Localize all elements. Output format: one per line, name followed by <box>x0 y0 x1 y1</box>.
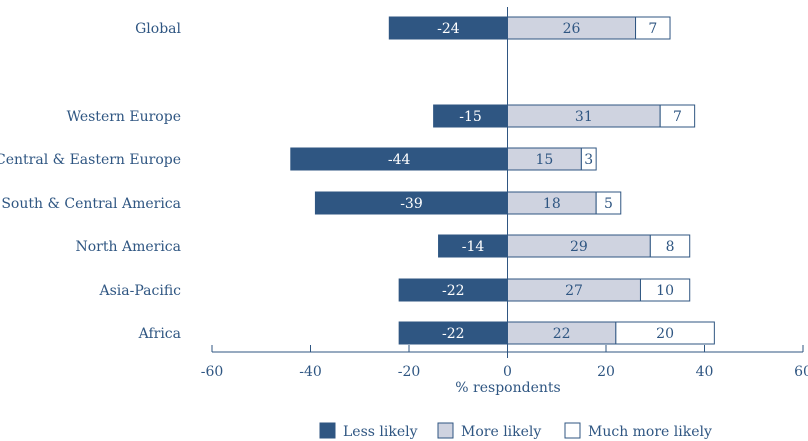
bars-layer: -24 26 7 -15 31 7 -44 15 3 -39 18 5 -14 29 8 -22 27 10 -22… <box>290 16 715 345</box>
data-label-more-likely-south-and-central-america: 18 <box>543 196 561 212</box>
x-tick-label--20: -20 <box>398 364 421 380</box>
data-label-much-more-likely-western-europe: 7 <box>673 109 682 125</box>
data-label-much-more-likely-asia-pacific: 10 <box>656 283 674 299</box>
x-tick-label--60: -60 <box>201 364 224 380</box>
legend-label-much-more-likely: Much more likely <box>588 424 712 440</box>
data-label-more-likely-western-europe: 31 <box>575 109 593 125</box>
data-label-less-likely-africa: -22 <box>442 326 465 342</box>
category-label-africa: Africa <box>138 326 181 342</box>
category-label-south-and-central-america: South & Central America <box>1 196 181 212</box>
data-label-much-more-likely-central-and-eastern-europe: 3 <box>584 152 593 168</box>
legend-swatch-less-likely <box>319 422 336 439</box>
data-label-more-likely-africa: 22 <box>553 326 571 342</box>
legend: Less likely More likely Much more likely <box>319 422 712 440</box>
bar-much-more-likely-asia-pacific <box>639 278 691 302</box>
x-axis-title: % respondents <box>455 380 560 396</box>
bar-much-more-likely-central-and-eastern-europe <box>580 147 597 171</box>
data-label-less-likely-global: -24 <box>437 21 460 37</box>
bar-much-more-likely-south-and-central-america <box>595 191 622 215</box>
bar-much-more-likely-north-america <box>649 234 691 258</box>
data-label-much-more-likely-north-america: 8 <box>666 239 675 255</box>
bar-much-more-likely-global <box>635 16 671 40</box>
data-label-more-likely-central-and-eastern-europe: 15 <box>536 152 554 168</box>
data-label-much-more-likely-south-and-central-america: 5 <box>604 196 613 212</box>
data-label-less-likely-north-america: -14 <box>462 239 485 255</box>
category-label-western-europe: Western Europe <box>67 109 181 125</box>
category-label-global: Global <box>135 21 181 37</box>
legend-label-less-likely: Less likely <box>343 424 418 440</box>
data-label-much-more-likely-global: 7 <box>648 21 657 37</box>
category-labels: Global Western Europe Central & Eastern Eu… <box>0 21 182 342</box>
data-label-less-likely-asia-pacific: -22 <box>442 283 465 299</box>
legend-swatch-more-likely <box>437 422 454 439</box>
legend-label-more-likely: More likely <box>461 424 541 440</box>
data-label-much-more-likely-africa: 20 <box>656 326 674 342</box>
legend-swatch-much-more-likely <box>564 422 581 439</box>
category-label-central-and-eastern-europe: Central & Eastern Europe <box>0 152 181 168</box>
x-axis: -60 -40 -20 0 20 40 60 <box>201 345 808 380</box>
category-label-north-america: North America <box>76 239 182 255</box>
data-label-more-likely-asia-pacific: 27 <box>565 283 583 299</box>
bar-much-more-likely-africa <box>615 321 715 345</box>
bar-much-more-likely-western-europe <box>659 104 696 128</box>
x-tick-label-60: 60 <box>794 364 808 380</box>
x-tick-label-0: 0 <box>503 364 512 380</box>
x-tick-label--40: -40 <box>299 364 322 380</box>
data-label-less-likely-central-and-eastern-europe: -44 <box>388 152 411 168</box>
x-tick-label-20: 20 <box>597 364 615 380</box>
data-label-less-likely-western-europe: -15 <box>459 109 482 125</box>
x-tick-label-40: 40 <box>696 364 714 380</box>
data-label-more-likely-north-america: 29 <box>570 239 588 255</box>
category-label-asia-pacific: Asia-Pacific <box>99 283 182 299</box>
data-label-more-likely-global: 26 <box>563 21 581 37</box>
data-label-less-likely-south-and-central-america: -39 <box>400 196 423 212</box>
